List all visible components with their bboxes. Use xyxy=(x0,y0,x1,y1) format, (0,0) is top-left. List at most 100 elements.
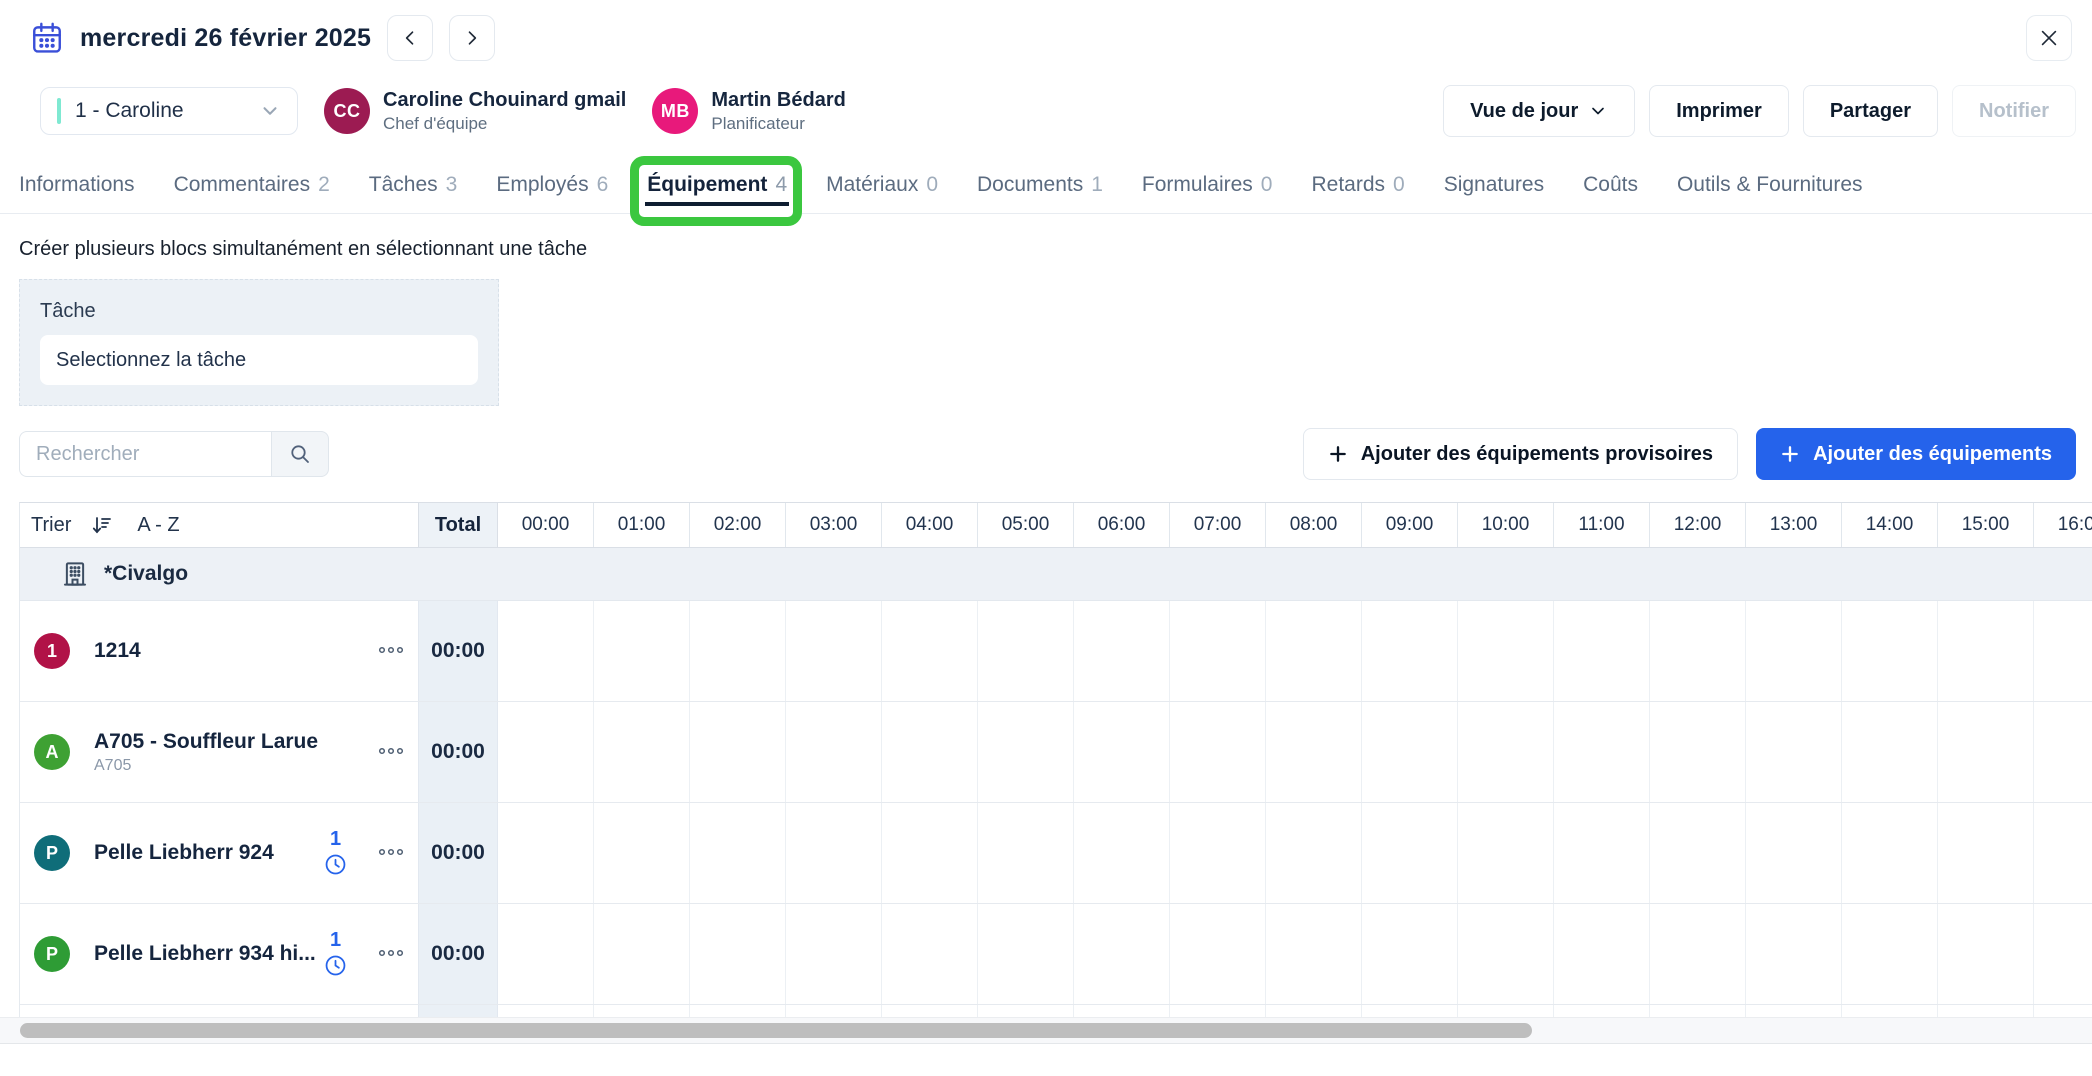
schedule-cell[interactable] xyxy=(1842,702,1938,802)
schedule-cell[interactable] xyxy=(1650,803,1746,903)
add-provisional-equipment-button[interactable]: Ajouter des équipements provisoires xyxy=(1302,428,1739,480)
schedule-cell[interactable] xyxy=(1842,803,1938,903)
schedule-cell[interactable] xyxy=(1554,803,1650,903)
share-button[interactable]: Partager xyxy=(1802,85,1938,137)
schedule-cell[interactable] xyxy=(594,904,690,1004)
next-day-button[interactable] xyxy=(449,15,496,61)
schedule-cell[interactable] xyxy=(690,601,786,701)
schedule-cell[interactable] xyxy=(1842,904,1938,1004)
schedule-cell[interactable] xyxy=(978,702,1074,802)
add-equipment-button[interactable]: Ajouter des équipements xyxy=(1756,428,2076,480)
schedule-cell[interactable] xyxy=(1074,601,1170,701)
schedule-cell[interactable] xyxy=(498,904,594,1004)
schedule-cell[interactable] xyxy=(1362,702,1458,802)
tab-couts[interactable]: Coûts xyxy=(1583,156,1638,213)
schedule-cell[interactable] xyxy=(2034,904,2092,1004)
schedule-cell[interactable] xyxy=(1362,601,1458,701)
schedule-cell[interactable] xyxy=(1650,904,1746,1004)
schedule-cell[interactable] xyxy=(690,702,786,802)
schedule-cell[interactable] xyxy=(594,803,690,903)
schedule-cell[interactable] xyxy=(690,803,786,903)
schedule-cell[interactable] xyxy=(498,803,594,903)
schedule-cell[interactable] xyxy=(1746,702,1842,802)
schedule-cell[interactable] xyxy=(978,803,1074,903)
tab-commentaires[interactable]: Commentaires 2 xyxy=(174,156,330,213)
schedule-cell[interactable] xyxy=(786,601,882,701)
group-row-civalgo[interactable]: *Civalgo xyxy=(20,548,2092,601)
schedule-cell[interactable] xyxy=(1266,601,1362,701)
schedule-cell[interactable] xyxy=(1746,803,1842,903)
schedule-cell[interactable] xyxy=(1938,904,2034,1004)
schedule-cell[interactable] xyxy=(1938,601,2034,701)
print-button[interactable]: Imprimer xyxy=(1649,85,1789,137)
tab-outils-fournitures[interactable]: Outils & Fournitures xyxy=(1677,156,1863,213)
tab-taches[interactable]: Tâches 3 xyxy=(369,156,458,213)
row-menu-button[interactable] xyxy=(372,838,410,868)
schedule-cell[interactable] xyxy=(1170,601,1266,701)
schedule-cell[interactable] xyxy=(1458,601,1554,701)
schedule-cell[interactable] xyxy=(498,601,594,701)
schedule-cell[interactable] xyxy=(1554,702,1650,802)
schedule-cell[interactable] xyxy=(1266,702,1362,802)
schedule-cell[interactable] xyxy=(882,702,978,802)
schedule-cell[interactable] xyxy=(1938,702,2034,802)
schedule-cell[interactable] xyxy=(1746,904,1842,1004)
schedule-cell[interactable] xyxy=(1554,601,1650,701)
schedule-cell[interactable] xyxy=(1362,904,1458,1004)
search-button[interactable] xyxy=(271,431,329,477)
schedule-cell[interactable] xyxy=(1650,702,1746,802)
tab-signatures[interactable]: Signatures xyxy=(1444,156,1544,213)
schedule-cell[interactable] xyxy=(498,702,594,802)
schedule-cell[interactable] xyxy=(2034,601,2092,701)
tab-formulaires[interactable]: Formulaires 0 xyxy=(1142,156,1273,213)
row-menu-button[interactable] xyxy=(372,737,410,767)
schedule-cell[interactable] xyxy=(1746,601,1842,701)
tab-equipement[interactable]: Équipement 4 xyxy=(630,156,803,226)
schedule-cell[interactable] xyxy=(1266,904,1362,1004)
schedule-cell[interactable] xyxy=(1650,601,1746,701)
row-menu-button[interactable] xyxy=(372,636,410,666)
tab-informations[interactable]: Informations xyxy=(19,156,135,213)
scrollbar-thumb[interactable] xyxy=(20,1023,1532,1038)
tab-materiaux[interactable]: Matériaux 0 xyxy=(826,156,938,213)
schedule-cell[interactable] xyxy=(978,904,1074,1004)
tab-employes[interactable]: Employés 6 xyxy=(496,156,608,213)
day-view-button[interactable]: Vue de jour xyxy=(1443,85,1636,137)
schedule-cell[interactable] xyxy=(786,904,882,1004)
row-menu-button[interactable] xyxy=(372,939,410,969)
tab-documents[interactable]: Documents 1 xyxy=(977,156,1103,213)
schedule-cell[interactable] xyxy=(1938,803,2034,903)
previous-day-button[interactable] xyxy=(387,15,434,61)
task-select[interactable]: Selectionnez la tâche xyxy=(40,335,478,385)
schedule-cell[interactable] xyxy=(1458,702,1554,802)
schedule-cell[interactable] xyxy=(1362,803,1458,903)
sort-header[interactable]: Trier A - Z xyxy=(20,503,418,547)
schedule-cell[interactable] xyxy=(786,803,882,903)
schedule-cell[interactable] xyxy=(1458,904,1554,1004)
notify-button[interactable]: Notifier xyxy=(1952,85,2076,137)
schedule-cell[interactable] xyxy=(1074,904,1170,1004)
schedule-cell[interactable] xyxy=(2034,702,2092,802)
schedule-cell[interactable] xyxy=(882,803,978,903)
close-button[interactable] xyxy=(2026,15,2072,61)
schedule-cell[interactable] xyxy=(1266,803,1362,903)
tab-retards[interactable]: Retards 0 xyxy=(1311,156,1404,213)
schedule-cell[interactable] xyxy=(594,601,690,701)
schedule-cell[interactable] xyxy=(1458,803,1554,903)
schedule-cell[interactable] xyxy=(882,601,978,701)
schedule-cell[interactable] xyxy=(1554,904,1650,1004)
schedule-cell[interactable] xyxy=(978,601,1074,701)
search-input[interactable] xyxy=(19,431,271,477)
schedule-cell[interactable] xyxy=(882,904,978,1004)
schedule-cell[interactable] xyxy=(1170,803,1266,903)
schedule-cell[interactable] xyxy=(2034,803,2092,903)
team-selector[interactable]: 1 - Caroline xyxy=(40,87,298,135)
schedule-cell[interactable] xyxy=(1842,601,1938,701)
schedule-cell[interactable] xyxy=(1074,702,1170,802)
schedule-cell[interactable] xyxy=(1170,904,1266,1004)
schedule-cell[interactable] xyxy=(690,904,786,1004)
schedule-cell[interactable] xyxy=(786,702,882,802)
schedule-cell[interactable] xyxy=(594,702,690,802)
schedule-cell[interactable] xyxy=(1170,702,1266,802)
schedule-cell[interactable] xyxy=(1074,803,1170,903)
